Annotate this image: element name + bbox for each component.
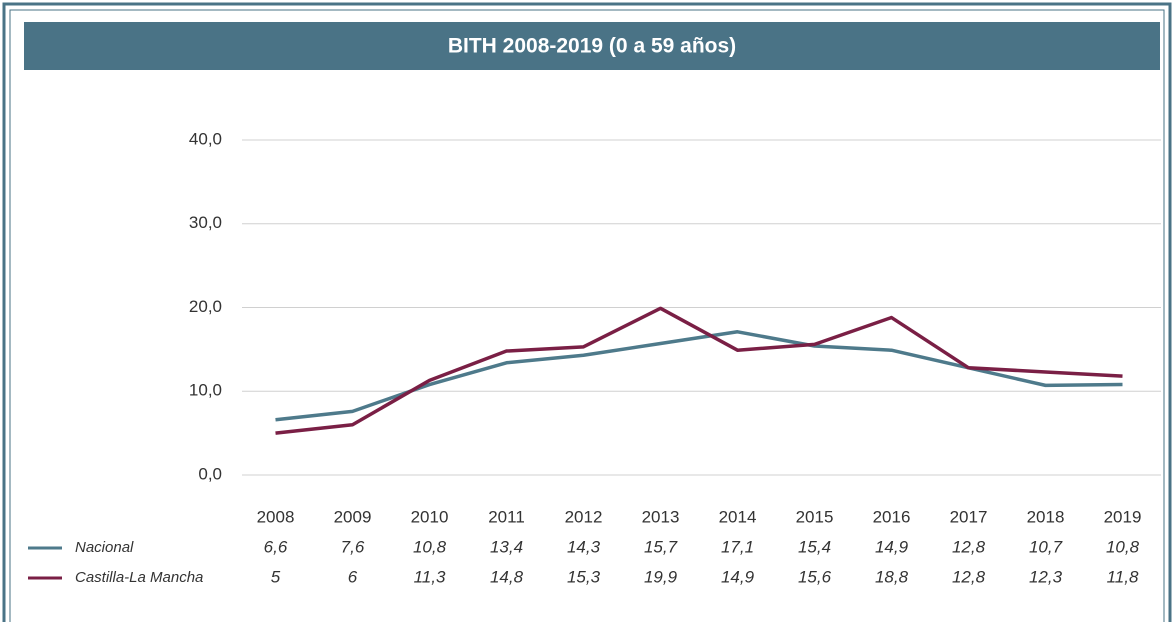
frame-inner: [9, 9, 1165, 622]
table-value: 13,4: [490, 537, 523, 556]
legend-label: Nacional: [75, 539, 134, 556]
x-tick-label: 2017: [950, 507, 988, 526]
x-tick-label: 2015: [796, 507, 834, 526]
y-tick-label: 40,0: [189, 129, 222, 148]
y-tick-label: 0,0: [198, 464, 222, 483]
x-tick-label: 2009: [334, 507, 372, 526]
y-tick-label: 30,0: [189, 213, 222, 232]
table-value: 5: [271, 567, 281, 586]
table-value: 11,8: [1107, 567, 1139, 586]
y-tick-label: 20,0: [189, 297, 222, 316]
table-value: 15,6: [798, 567, 832, 586]
x-tick-label: 2019: [1104, 507, 1142, 526]
series-line: [275, 330, 1123, 422]
x-tick-label: 2016: [873, 507, 911, 526]
table-value: 6: [348, 567, 358, 586]
chart-title: BITH 2008-2019 (0 a 59 años): [448, 35, 736, 58]
table-value: 18,8: [875, 567, 909, 586]
table-value: 12,8: [952, 567, 986, 586]
x-tick-label: 2010: [411, 507, 449, 526]
series-line: [275, 306, 1123, 435]
table-value: 15,3: [567, 567, 601, 586]
x-tick-label: 2008: [257, 507, 295, 526]
table-value: 15,7: [644, 537, 678, 556]
table-value: 14,8: [490, 567, 524, 586]
table-value: 12,3: [1029, 567, 1063, 586]
x-tick-label: 2014: [719, 507, 757, 526]
table-value: 14,3: [567, 537, 601, 556]
table-value: 17,1: [721, 537, 754, 556]
table-value: 10,7: [1029, 537, 1063, 556]
x-tick-label: 2013: [642, 507, 680, 526]
table-value: 14,9: [721, 567, 755, 586]
x-tick-label: 2012: [565, 507, 603, 526]
table-value: 10,8: [1106, 537, 1140, 556]
table-value: 6,6: [264, 537, 288, 556]
y-tick-label: 10,0: [189, 381, 222, 400]
legend-label: Castilla-La Mancha: [75, 569, 203, 586]
table-value: 11,3: [414, 567, 446, 586]
table-value: 15,4: [798, 537, 831, 556]
x-tick-label: 2011: [488, 507, 525, 526]
table-value: 7,6: [341, 537, 365, 556]
table-value: 12,8: [952, 537, 986, 556]
x-tick-label: 2018: [1027, 507, 1065, 526]
table-value: 14,9: [875, 537, 909, 556]
table-value: 10,8: [413, 537, 447, 556]
table-value: 19,9: [644, 567, 678, 586]
title-bar: [24, 22, 1160, 70]
